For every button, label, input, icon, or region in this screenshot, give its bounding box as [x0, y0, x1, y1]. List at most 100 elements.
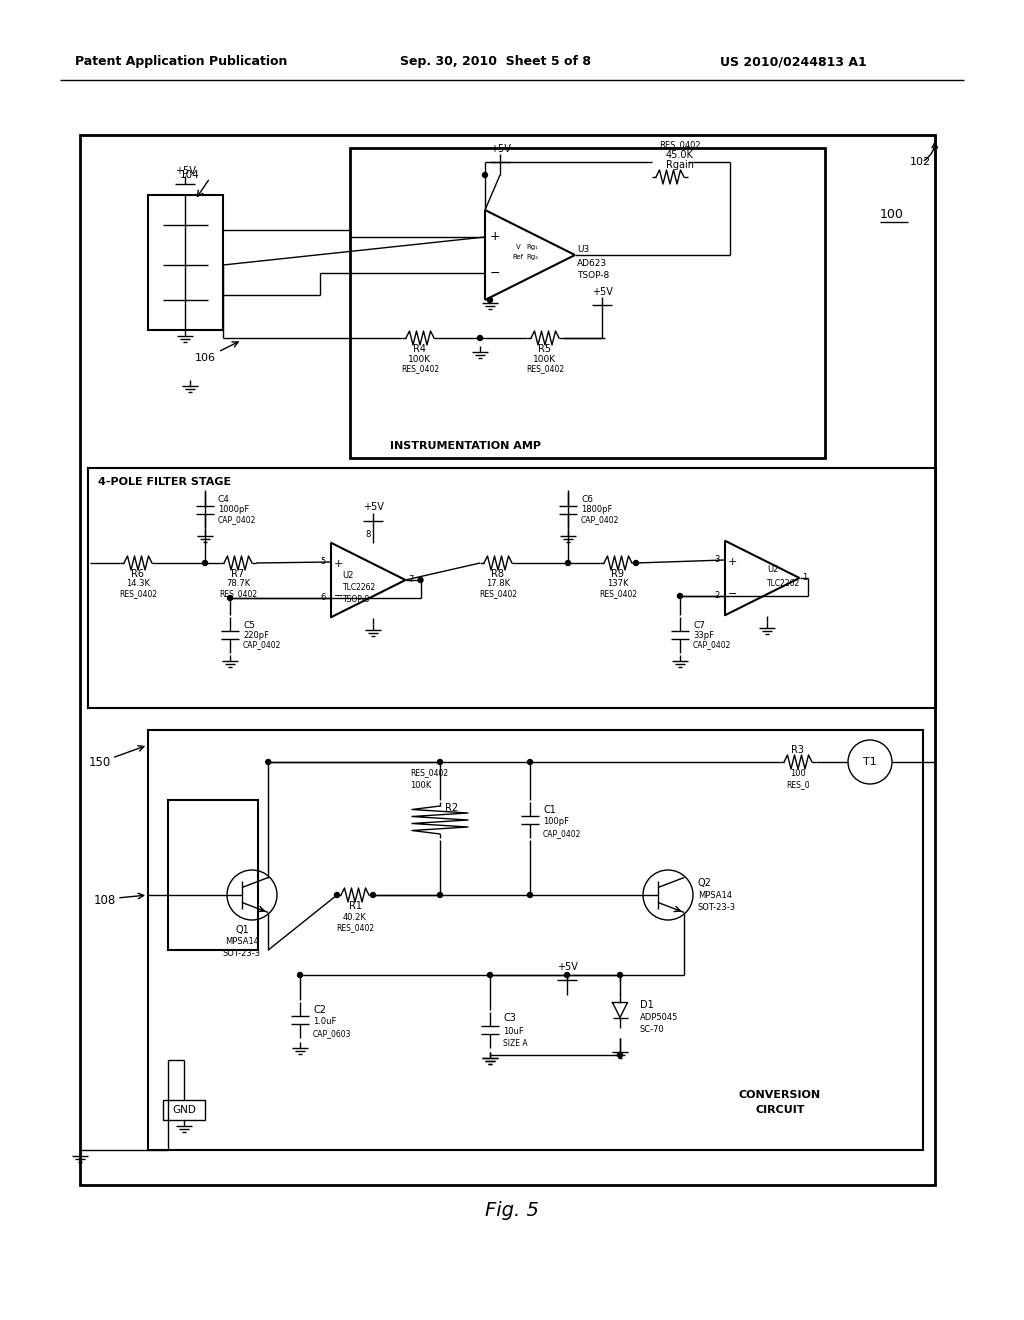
Circle shape: [335, 892, 340, 898]
Text: C2: C2: [313, 1005, 326, 1015]
Text: 1: 1: [803, 573, 808, 582]
Text: 5: 5: [321, 557, 326, 566]
Text: V: V: [516, 244, 520, 249]
Text: RES_0402: RES_0402: [401, 364, 439, 374]
Text: RES_0402: RES_0402: [479, 590, 517, 598]
Text: 106: 106: [195, 352, 215, 363]
Text: RES_0402: RES_0402: [119, 590, 157, 598]
Text: 2: 2: [715, 591, 720, 601]
Circle shape: [487, 973, 493, 978]
Text: Patent Application Publication: Patent Application Publication: [75, 55, 288, 69]
Text: CAP_0603: CAP_0603: [313, 1030, 351, 1039]
Circle shape: [527, 759, 532, 764]
Circle shape: [437, 892, 442, 898]
Text: SOT-23-3: SOT-23-3: [223, 949, 261, 957]
Text: 102: 102: [910, 157, 931, 168]
Circle shape: [371, 892, 376, 898]
Text: 108: 108: [94, 894, 116, 907]
Text: TLC2262: TLC2262: [342, 582, 376, 591]
Circle shape: [437, 759, 442, 764]
Text: SC-70: SC-70: [640, 1026, 665, 1035]
Text: C6: C6: [581, 495, 593, 504]
Text: 8: 8: [366, 531, 371, 539]
Text: 100K: 100K: [534, 355, 557, 363]
Text: CAP_0402: CAP_0402: [581, 516, 620, 524]
Text: RES_0402: RES_0402: [526, 364, 564, 374]
Text: C4: C4: [218, 495, 229, 504]
Text: U3: U3: [577, 246, 589, 255]
Text: TSOP-8: TSOP-8: [577, 271, 609, 280]
Text: C1: C1: [543, 805, 556, 814]
Text: C5: C5: [243, 620, 255, 630]
Text: +5V: +5V: [592, 286, 612, 297]
Bar: [148, 195, 223, 330]
Text: CAP_0402: CAP_0402: [693, 640, 731, 649]
Text: CAP_0402: CAP_0402: [243, 640, 282, 649]
Text: Ref: Ref: [512, 253, 523, 260]
Text: 7: 7: [409, 576, 414, 585]
Bar: [88, 469, 936, 708]
Text: 33pF: 33pF: [693, 631, 714, 639]
Text: 17.8K: 17.8K: [486, 579, 510, 589]
Circle shape: [678, 594, 683, 598]
Circle shape: [527, 892, 532, 898]
Text: R1: R1: [348, 902, 361, 911]
Bar: [350, 148, 825, 458]
Circle shape: [634, 561, 639, 565]
Text: US 2010/0244813 A1: US 2010/0244813 A1: [720, 55, 866, 69]
Text: RES_0402: RES_0402: [599, 590, 637, 598]
Text: R8: R8: [492, 569, 505, 579]
Text: RES_0: RES_0: [786, 780, 810, 789]
Text: R6: R6: [131, 569, 144, 579]
Text: Fig. 5: Fig. 5: [485, 1200, 539, 1220]
Text: MPSA14: MPSA14: [698, 891, 732, 899]
Text: 100K: 100K: [410, 780, 431, 789]
Text: 78.7K: 78.7K: [226, 579, 250, 589]
Circle shape: [482, 173, 487, 177]
Bar: [168, 800, 258, 950]
Text: RES_0402: RES_0402: [659, 140, 700, 149]
Text: 100K: 100K: [409, 355, 431, 363]
Text: SOT-23-3: SOT-23-3: [698, 903, 736, 912]
Text: D1: D1: [640, 1001, 653, 1010]
Text: 1800pF: 1800pF: [581, 506, 612, 515]
Text: Rg₂: Rg₂: [526, 253, 538, 260]
Text: −: −: [334, 591, 343, 601]
Text: TSOP-8: TSOP-8: [342, 594, 370, 603]
Text: 40.2K: 40.2K: [343, 912, 367, 921]
Text: C3: C3: [503, 1012, 516, 1023]
Text: 150: 150: [89, 755, 112, 768]
Text: Q2: Q2: [698, 878, 712, 888]
Text: 100: 100: [791, 770, 806, 779]
Text: +5V: +5V: [489, 144, 510, 154]
Circle shape: [227, 595, 232, 601]
Text: 45.0K: 45.0K: [666, 150, 694, 160]
Bar: [80, 135, 935, 1185]
Text: R3: R3: [792, 744, 805, 755]
Bar: [163, 1100, 205, 1119]
Text: R9: R9: [611, 569, 625, 579]
Text: Rg₁: Rg₁: [526, 244, 538, 249]
Circle shape: [564, 973, 569, 978]
Text: +: +: [334, 558, 343, 569]
Text: 10uF: 10uF: [503, 1027, 523, 1036]
Text: T1: T1: [863, 756, 877, 767]
Text: CAP_0402: CAP_0402: [218, 516, 256, 524]
Text: R5: R5: [539, 345, 552, 354]
Text: 104: 104: [180, 170, 200, 180]
Text: RES_0402: RES_0402: [336, 924, 374, 932]
Text: R7: R7: [231, 569, 245, 579]
Text: R2: R2: [445, 803, 458, 813]
Text: CONVERSION: CONVERSION: [739, 1090, 821, 1100]
Text: 14.3K: 14.3K: [126, 579, 150, 589]
Text: +5V: +5V: [174, 166, 196, 176]
Text: 100: 100: [880, 209, 904, 222]
Text: RES_0402: RES_0402: [410, 768, 449, 777]
Text: CAP_0402: CAP_0402: [543, 829, 582, 838]
Text: GND: GND: [172, 1105, 196, 1115]
Text: Sep. 30, 2010  Sheet 5 of 8: Sep. 30, 2010 Sheet 5 of 8: [400, 55, 591, 69]
Text: R4: R4: [414, 345, 427, 354]
Circle shape: [617, 1052, 623, 1057]
Text: Rgain: Rgain: [666, 160, 694, 170]
Circle shape: [477, 335, 482, 341]
